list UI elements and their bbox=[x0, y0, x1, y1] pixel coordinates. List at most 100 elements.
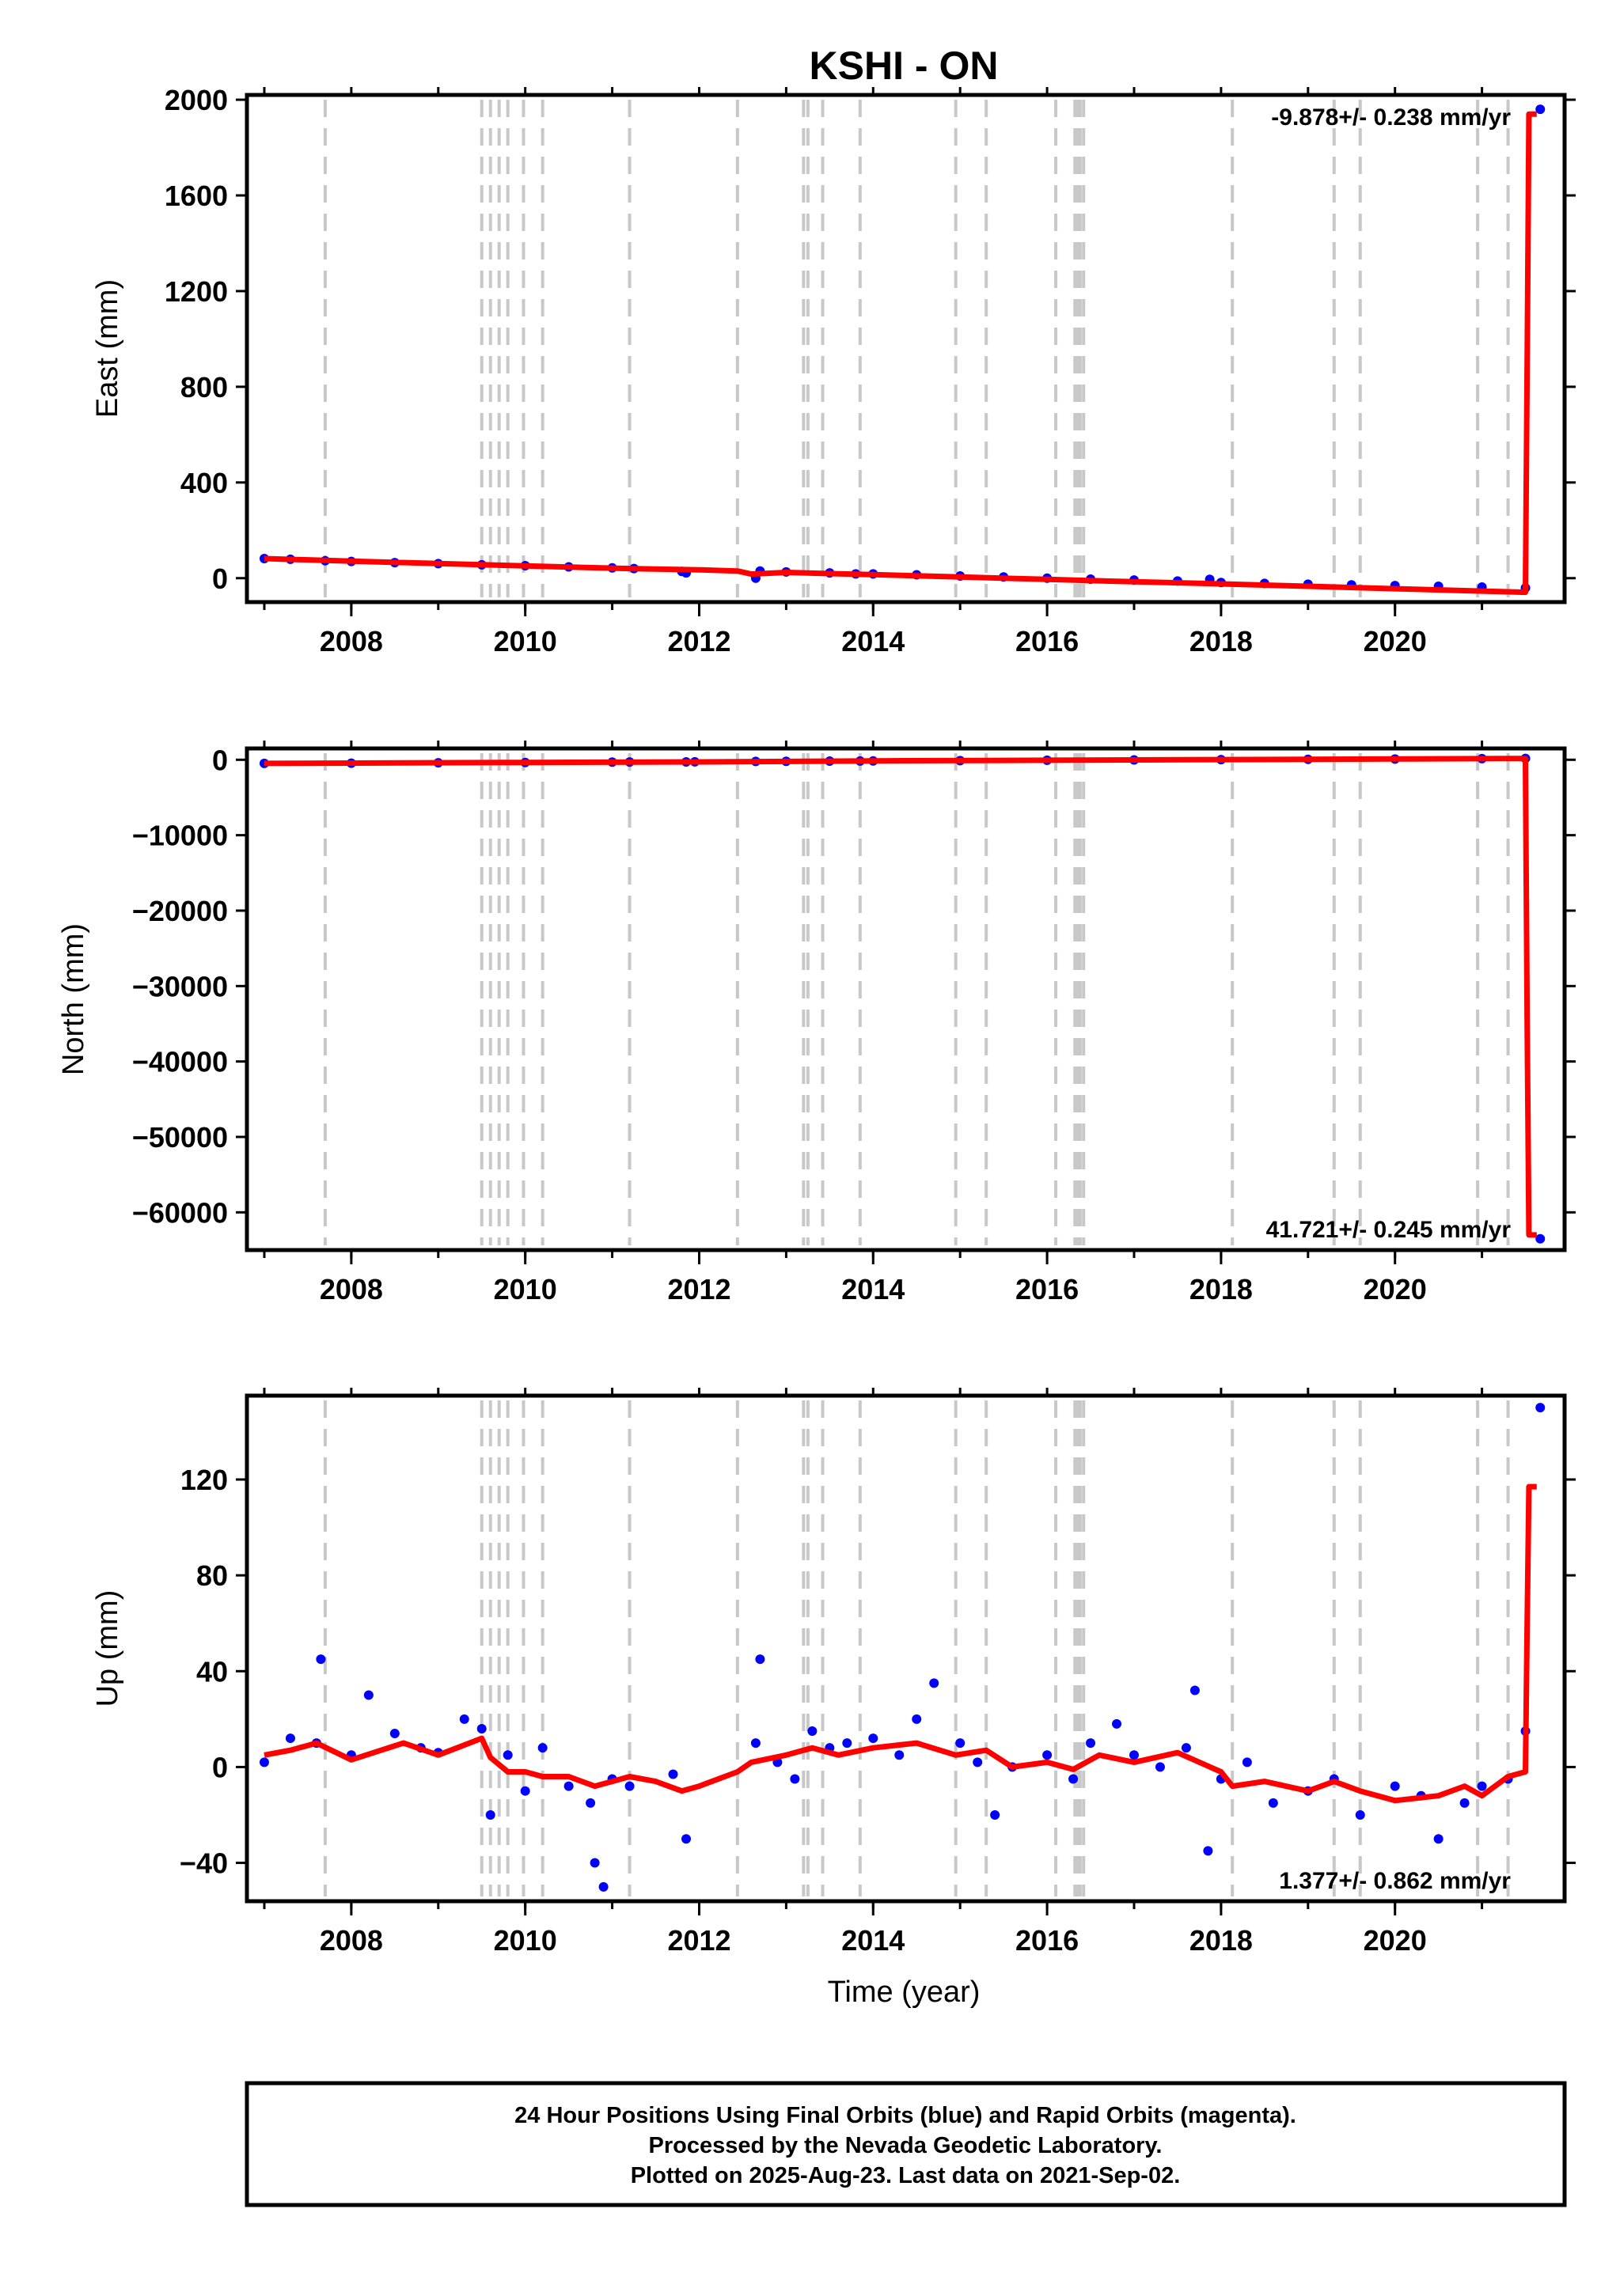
observation-point bbox=[955, 1738, 966, 1749]
observation-point bbox=[990, 1809, 1000, 1820]
x-tick-label: 2016 bbox=[1015, 1273, 1079, 1305]
observation-point bbox=[668, 1769, 678, 1779]
north-plot-background bbox=[247, 748, 1565, 1250]
y-tick-label: −30000 bbox=[132, 970, 228, 1002]
observation-point bbox=[1535, 1233, 1546, 1244]
y-tick-label: 2000 bbox=[165, 84, 228, 116]
up-panel: −40 0 40 80 120 2008 2010 2012 2014 2016 2018 2020 U… bbox=[91, 1388, 1576, 1957]
observation-point bbox=[1535, 1403, 1546, 1413]
east-panel: 0 400 800 1200 1600 2000 2008 2010 2012 2014 2016 2… bbox=[91, 84, 1576, 657]
footer-line-2: Processed by the Nevada Geodetic Laborat… bbox=[649, 2133, 1163, 2158]
x-tick-label: 2018 bbox=[1189, 625, 1253, 657]
x-tick-label: 2020 bbox=[1364, 625, 1427, 657]
observation-point bbox=[1355, 1809, 1365, 1820]
observation-point bbox=[973, 1757, 983, 1767]
observation-point bbox=[790, 1774, 800, 1784]
y-tick-label: 1200 bbox=[165, 275, 228, 308]
observation-point bbox=[537, 1743, 548, 1753]
x-tick-label: 2018 bbox=[1189, 1273, 1253, 1305]
observation-point bbox=[1390, 1781, 1400, 1791]
x-tick-label: 2016 bbox=[1015, 1924, 1079, 1957]
observation-point bbox=[624, 1781, 635, 1791]
observation-point bbox=[842, 1738, 852, 1749]
y-tick-label: −50000 bbox=[132, 1121, 228, 1154]
observation-point bbox=[1242, 1757, 1252, 1767]
y-tick-label: 0 bbox=[212, 563, 228, 595]
observation-point bbox=[1086, 1738, 1096, 1749]
east-y-axis-label: East (mm) bbox=[91, 279, 124, 418]
y-tick-label: 800 bbox=[180, 371, 228, 404]
observation-point bbox=[1268, 1798, 1278, 1808]
east-rate-label: -9.878+/- 0.238 mm/yr bbox=[1271, 104, 1511, 131]
observation-point bbox=[1112, 1718, 1122, 1729]
observation-point bbox=[1459, 1798, 1470, 1808]
x-tick-label: 2008 bbox=[320, 625, 383, 657]
x-tick-label: 2016 bbox=[1015, 625, 1079, 657]
observation-point bbox=[598, 1881, 609, 1892]
x-tick-label: 2010 bbox=[494, 1924, 557, 1957]
observation-point bbox=[363, 1690, 374, 1700]
y-tick-label: −40 bbox=[180, 1847, 228, 1880]
observation-point bbox=[476, 1723, 487, 1733]
x-tick-label: 2012 bbox=[667, 625, 730, 657]
figure-title: KSHI - ON bbox=[810, 44, 999, 88]
observation-point bbox=[1068, 1774, 1079, 1784]
x-tick-label: 2014 bbox=[841, 625, 905, 657]
x-tick-label: 2012 bbox=[667, 1924, 730, 1957]
y-tick-label: 0 bbox=[212, 1751, 228, 1783]
observation-point bbox=[259, 1757, 269, 1767]
y-tick-label: −60000 bbox=[132, 1196, 228, 1229]
y-tick-label: 0 bbox=[212, 744, 228, 776]
north-frame bbox=[245, 746, 1567, 1252]
footer-line-1: 24 Hour Positions Using Final Orbits (bl… bbox=[514, 2103, 1296, 2128]
north-rate-label: 41.721+/- 0.245 mm/yr bbox=[1266, 1217, 1512, 1243]
observation-point bbox=[755, 1654, 765, 1665]
x-tick-label: 2014 bbox=[841, 1924, 905, 1957]
observation-point bbox=[485, 1809, 495, 1820]
up-frame bbox=[245, 1393, 1567, 1904]
observation-point bbox=[1535, 104, 1546, 115]
observation-point bbox=[681, 1834, 691, 1844]
footer-frame bbox=[245, 2081, 1567, 2207]
x-tick-label: 2012 bbox=[667, 1273, 730, 1305]
observation-point bbox=[503, 1750, 513, 1760]
x-tick-label: 2018 bbox=[1189, 1924, 1253, 1957]
x-tick-label: 2010 bbox=[494, 625, 557, 657]
observation-point bbox=[1477, 1781, 1487, 1791]
observation-point bbox=[1203, 1846, 1213, 1856]
up-plot-background bbox=[247, 1396, 1565, 1901]
observation-point bbox=[316, 1654, 326, 1665]
y-tick-label: 400 bbox=[180, 467, 228, 499]
y-tick-label: 120 bbox=[180, 1464, 228, 1496]
y-tick-label: 80 bbox=[196, 1559, 228, 1592]
y-tick-label: 1600 bbox=[165, 180, 228, 212]
observation-point bbox=[285, 1733, 295, 1744]
north-model-line bbox=[264, 756, 1537, 1238]
y-tick-label: 40 bbox=[196, 1655, 228, 1688]
observation-point bbox=[912, 1714, 922, 1724]
observation-point bbox=[807, 1726, 818, 1736]
observation-point bbox=[1181, 1743, 1191, 1753]
observation-point bbox=[389, 1729, 400, 1739]
observation-point bbox=[586, 1798, 596, 1808]
x-tick-label: 2010 bbox=[494, 1273, 557, 1305]
x-tick-label: 2008 bbox=[320, 1273, 383, 1305]
observation-point bbox=[459, 1714, 469, 1724]
observation-point bbox=[1129, 1750, 1139, 1760]
north-y-axis-label: North (mm) bbox=[57, 923, 90, 1075]
observation-point bbox=[590, 1858, 600, 1868]
x-tick-label: 2008 bbox=[320, 1924, 383, 1957]
north-panel: −60000 −50000 −40000 −30000 −20000 −10000 0 200… bbox=[57, 741, 1576, 1305]
observation-point bbox=[1042, 1750, 1053, 1760]
observation-point bbox=[894, 1750, 905, 1760]
observation-point bbox=[1155, 1762, 1165, 1772]
footer-line-3: Plotted on 2025-Aug-23. Last data on 202… bbox=[631, 2163, 1181, 2188]
observation-point bbox=[563, 1781, 574, 1791]
observation-point bbox=[1189, 1685, 1200, 1695]
x-axis-label: Time (year) bbox=[828, 1976, 981, 2009]
east-model-line bbox=[264, 111, 1537, 596]
up-rate-label: 1.377+/- 0.862 mm/yr bbox=[1279, 1868, 1511, 1894]
observation-point bbox=[929, 1678, 939, 1688]
